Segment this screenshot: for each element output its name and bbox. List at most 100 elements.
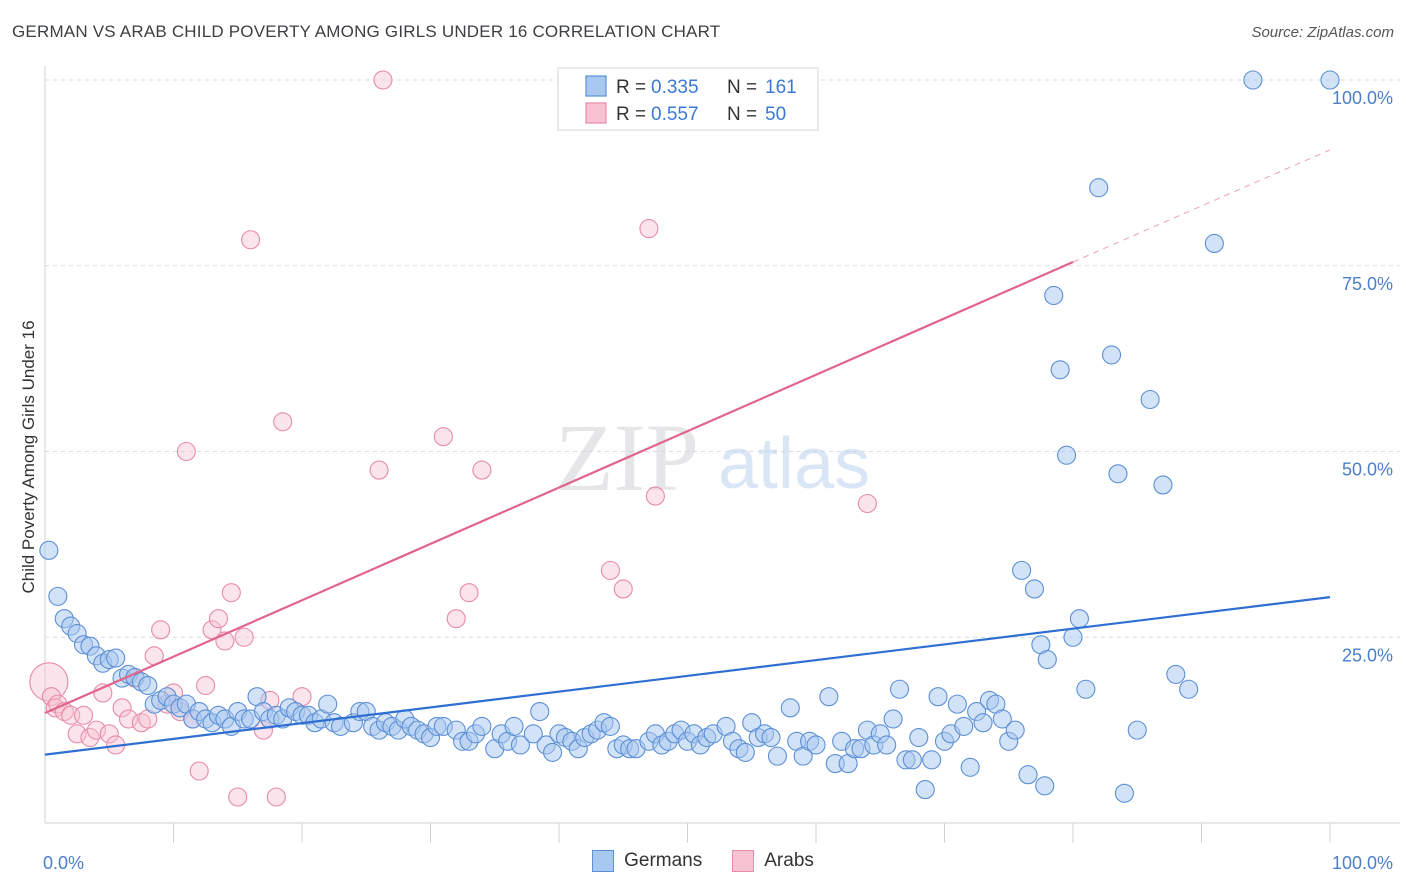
chart-title: GERMAN VS ARAB CHILD POVERTY AMONG GIRLS… <box>12 22 721 41</box>
german-point <box>1089 178 1109 198</box>
german-point <box>780 698 800 718</box>
arab-point <box>273 412 293 432</box>
stats-legend: R = 0.335 N = 161 R = 0.557 N = 50 <box>557 67 819 131</box>
legend-r-value-germans: 0.335 <box>651 77 699 98</box>
legend-item-germans: Germans <box>592 850 702 872</box>
german-point <box>1076 679 1096 699</box>
german-point <box>530 701 550 722</box>
arab-point <box>67 724 87 744</box>
german-point <box>106 648 126 668</box>
arab-point <box>600 560 620 580</box>
arab-point <box>86 720 106 740</box>
tick-labels: 25.0% 50.0% 75.0% 100.0% 0.0% 100.0% <box>43 88 1393 873</box>
german-points <box>39 70 1340 803</box>
german-point <box>902 750 922 770</box>
german-point <box>523 724 543 744</box>
german-point <box>735 742 755 762</box>
german-point <box>909 728 929 748</box>
german-point <box>1153 475 1173 495</box>
arab-point <box>373 70 393 90</box>
german-point <box>1166 664 1186 684</box>
arab-point <box>266 787 286 807</box>
german-point <box>761 728 781 748</box>
german-point <box>947 694 967 714</box>
german-point <box>992 709 1012 729</box>
arab-point <box>234 627 254 647</box>
german-point <box>922 750 942 770</box>
german-point <box>1012 560 1032 580</box>
arab-trend-line <box>44 261 1074 715</box>
german-point <box>1069 609 1089 629</box>
german-point <box>48 586 68 606</box>
y-tick-label-75: 75.0% <box>1342 274 1393 294</box>
german-point <box>819 687 839 707</box>
german-point <box>1140 389 1160 410</box>
legend-label-germans: Germans <box>624 850 703 871</box>
german-point <box>915 780 935 800</box>
german-point <box>1108 464 1128 484</box>
german-point <box>973 713 993 733</box>
y-tick-label-50: 50.0% <box>1342 460 1393 480</box>
legend-swatch-germans <box>585 75 607 97</box>
arab-point <box>41 687 61 707</box>
legend-n-value-arabs: 50 <box>765 104 786 125</box>
german-point <box>1050 360 1070 380</box>
german-point <box>877 735 897 755</box>
y-tick-label-25: 25.0% <box>1342 645 1393 665</box>
arab-point <box>196 675 216 696</box>
legend-r-label-germans: R = <box>616 77 646 98</box>
legend-r-label-arabs: R = <box>616 104 646 125</box>
german-point <box>1005 720 1025 740</box>
german-point <box>510 735 531 755</box>
german-point <box>806 735 826 755</box>
arab-point <box>241 230 261 250</box>
german-point <box>504 716 524 736</box>
arab-point <box>228 787 248 807</box>
german-point <box>767 746 788 766</box>
german-point <box>1179 679 1199 699</box>
german-point <box>1243 70 1263 90</box>
legend-swatch-germans-bottom <box>592 850 615 872</box>
legend-n-label-germans: N = <box>727 77 757 98</box>
arab-point <box>80 728 100 748</box>
german-point <box>39 540 59 560</box>
arab-point <box>118 709 139 729</box>
arab-point <box>208 609 229 629</box>
arab-point <box>433 427 453 447</box>
german-point <box>318 694 338 714</box>
watermark: ZIP atlas <box>555 404 870 511</box>
arab-point <box>131 713 151 733</box>
german-point <box>472 716 492 736</box>
german-point <box>928 687 948 707</box>
arab-point <box>74 705 94 725</box>
legend-item-arabs: Arabs <box>732 850 814 872</box>
legend-swatch-arabs <box>585 102 607 124</box>
german-point <box>1204 233 1224 254</box>
legend-n-label-arabs: N = <box>727 104 757 125</box>
german-point <box>954 716 974 736</box>
y-tick-label-100: 100.0% <box>1332 88 1393 108</box>
arab-point <box>369 460 389 480</box>
german-point <box>1114 783 1134 803</box>
legend-swatch-arabs-bottom <box>732 850 755 872</box>
german-point <box>1127 720 1147 740</box>
german-point <box>543 742 563 762</box>
german-point <box>138 675 158 696</box>
watermark-atlas: atlas <box>718 424 870 504</box>
x-tick-label-max: 100.0% <box>1332 853 1393 873</box>
german-point <box>960 757 980 777</box>
arab-point <box>613 579 633 599</box>
german-point <box>1320 70 1340 90</box>
german-trend-line <box>44 596 1331 756</box>
german-point <box>1102 345 1122 365</box>
legend-r-value-arabs: 0.557 <box>651 104 699 125</box>
arab-point <box>112 698 132 718</box>
arab-point <box>189 761 209 781</box>
arab-trend-extension <box>1072 149 1331 263</box>
y-axis-label: Child Poverty Among Girls Under 16 <box>19 320 38 593</box>
german-point <box>1024 579 1044 599</box>
arab-point <box>99 724 119 744</box>
grid-lines <box>45 79 1400 638</box>
arab-point <box>151 620 171 640</box>
